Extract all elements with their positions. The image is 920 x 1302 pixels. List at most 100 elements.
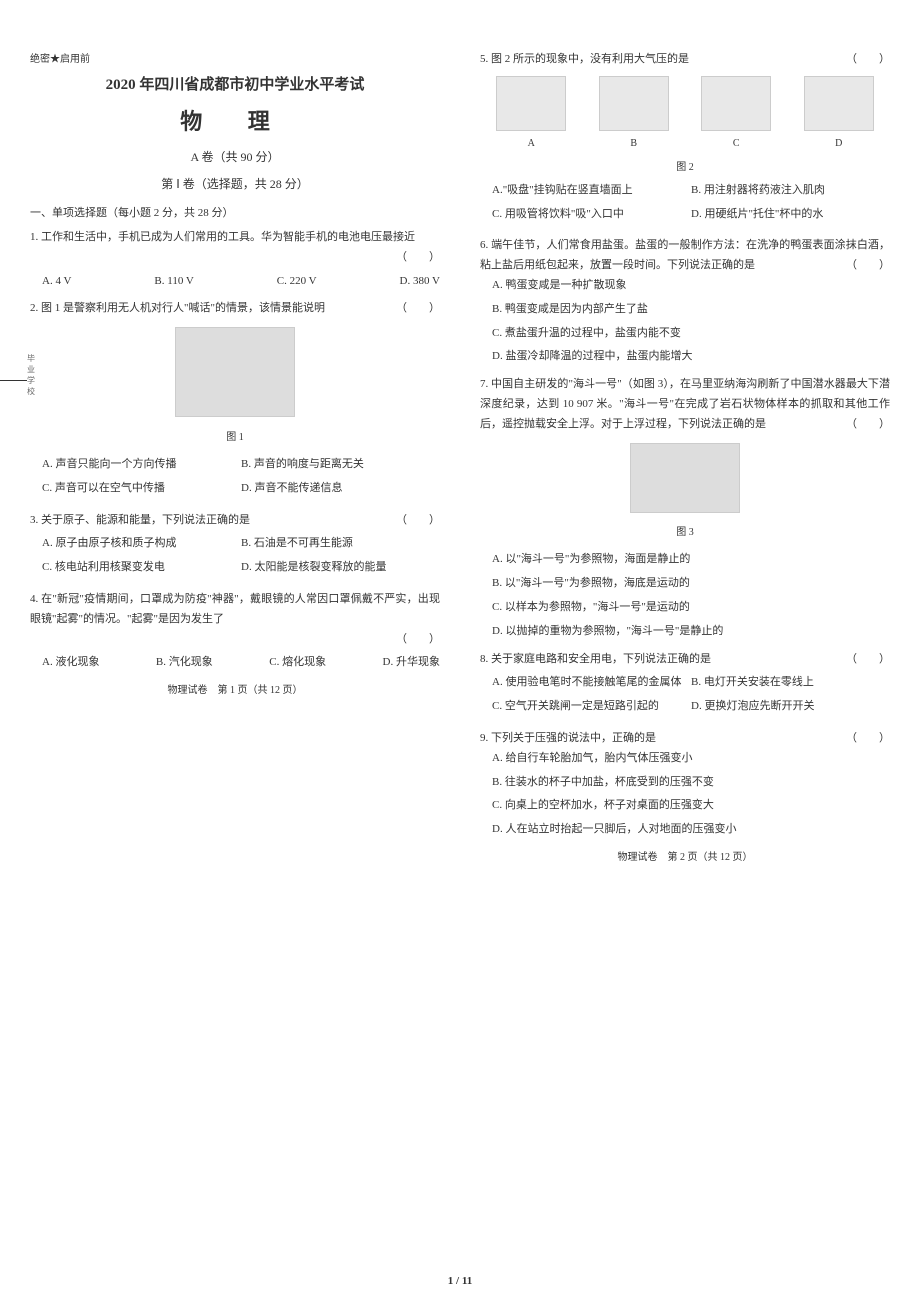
page-wrapper: 毕业学校 姓名 考生号 绝密★启用前 2020 年四川省成都市初中学业水平考试 … (0, 0, 920, 883)
q8-paren: （ ） (846, 650, 890, 670)
q7-paren: （ ） (846, 415, 890, 435)
figure-2-d-label: D (804, 135, 874, 153)
subject-title: 物 理 (30, 104, 440, 136)
figure-2-b-image (599, 76, 669, 131)
q7-opt-a: A. 以"海斗一号"为参照物，海面是静止的 (492, 550, 890, 570)
q1-paren: （ ） (396, 251, 440, 263)
q7-options: A. 以"海斗一号"为参照物，海面是静止的 B. 以"海斗一号"为参照物，海底是… (480, 550, 890, 641)
q3-text: 3. 关于原子、能源和能量，下列说法正确的是 (30, 514, 250, 526)
question-1: 1. 工作和生活中，手机已成为人们常用的工具。华为智能手机的电池电压最接近 （ … (30, 228, 440, 291)
q1-opt-b: B. 110 V (154, 272, 193, 292)
question-2: 2. 图 1 是警察利用无人机对行人"喊话"的情景，该情景能说明 （ ） 图 1… (30, 299, 440, 502)
q2-options: A. 声音只能向一个方向传播 B. 声音的响度与距离无关 C. 声音可以在空气中… (30, 455, 440, 503)
figure-2-c-label: C (701, 135, 771, 153)
two-column-layout: 毕业学校 姓名 考生号 绝密★启用前 2020 年四川省成都市初中学业水平考试 … (30, 50, 890, 863)
q3-paren: （ ） (396, 511, 440, 531)
figure-2-a: A (496, 76, 566, 153)
q5-options: A."吸盘"挂钩贴在竖直墙面上 B. 用注射器将药液注入肌肉 C. 用吸管将饮料… (480, 181, 890, 229)
q5-opt-a: A."吸盘"挂钩贴在竖直墙面上 (492, 181, 691, 201)
question-4: 4. 在"新冠"疫情期间，口罩成为防疫"神器"，戴眼镜的人常因口罩佩戴不严实，出… (30, 590, 440, 673)
figure-3-image (630, 443, 740, 513)
q6-text: 6. 端午佳节，人们常食用盐蛋。盐蛋的一般制作方法：在洗净的鸭蛋表面涂抹白酒，粘… (480, 239, 890, 271)
question-7: 7. 中国自主研发的"海斗一号"（如图 3），在马里亚纳海沟刷新了中国潜水器最大… (480, 375, 890, 641)
figure-2-c: C (701, 76, 771, 153)
q9-opt-a: A. 给自行车轮胎加气，胎内气体压强变小 (492, 749, 890, 769)
question-6: 6. 端午佳节，人们常食用盐蛋。盐蛋的一般制作方法：在洗净的鸭蛋表面涂抹白酒，粘… (480, 236, 890, 367)
q3-opt-a: A. 原子由原子核和质子构成 (42, 534, 241, 554)
q4-opt-b: B. 汽化现象 (156, 653, 213, 673)
q6-paren: （ ） (846, 256, 890, 276)
q2-opt-a: A. 声音只能向一个方向传播 (42, 455, 241, 475)
q7-opt-d: D. 以抛掉的重物为参照物，"海斗一号"是静止的 (492, 622, 890, 642)
q8-options: A. 使用验电笔时不能接触笔尾的金属体 B. 电灯开关安装在零线上 C. 空气开… (480, 673, 890, 721)
q4-options: A. 液化现象 B. 汽化现象 C. 熔化现象 D. 升华现象 (30, 653, 440, 673)
q7-opt-c: C. 以样本为参照物，"海斗一号"是运动的 (492, 598, 890, 618)
figure-2-d-image (804, 76, 874, 131)
q3-opt-b: B. 石油是不可再生能源 (241, 534, 440, 554)
q4-opt-d: D. 升华现象 (383, 653, 440, 673)
left-column: 毕业学校 姓名 考生号 绝密★启用前 2020 年四川省成都市初中学业水平考试 … (30, 50, 440, 863)
figure-1-caption: 图 1 (30, 429, 440, 447)
figure-2-b-label: B (599, 135, 669, 153)
question-3: 3. 关于原子、能源和能量，下列说法正确的是 （ ） A. 原子由原子核和质子构… (30, 511, 440, 582)
q9-paren: （ ） (846, 729, 890, 749)
figure-2-a-image (496, 76, 566, 131)
main-title: 2020 年四川省成都市初中学业水平考试 (30, 73, 440, 94)
q1-opt-d: D. 380 V (400, 272, 440, 292)
q2-opt-d: D. 声音不能传递信息 (241, 479, 440, 499)
q5-opt-c: C. 用吸管将饮料"吸"入口中 (492, 205, 691, 225)
q8-opt-a: A. 使用验电笔时不能接触笔尾的金属体 (492, 673, 691, 693)
page-number: 1 / 11 (0, 1275, 920, 1287)
instruction: 一、单项选择题（每小题 2 分，共 28 分） (30, 204, 440, 220)
confidential-label: 绝密★启用前 (30, 50, 440, 65)
figure-2-b: B (599, 76, 669, 153)
q8-opt-d: D. 更换灯泡应先断开开关 (691, 697, 890, 717)
q7-opt-b: B. 以"海斗一号"为参照物，海底是运动的 (492, 574, 890, 594)
figure-2-row: A B C D (480, 76, 890, 153)
q6-options: A. 鸭蛋变咸是一种扩散现象 B. 鸭蛋变咸是因为内部产生了盐 C. 煮盐蛋升温… (480, 276, 890, 367)
figure-2-a-label: A (496, 135, 566, 153)
q9-opt-b: B. 往装水的杯子中加盐，杯底受到的压强不变 (492, 773, 890, 793)
q7-text: 7. 中国自主研发的"海斗一号"（如图 3），在马里亚纳海沟刷新了中国潜水器最大… (480, 378, 890, 430)
q5-text: 5. 图 2 所示的现象中，没有利用大气压的是 (480, 53, 689, 65)
q6-opt-a: A. 鸭蛋变咸是一种扩散现象 (492, 276, 890, 296)
q1-opt-a: A. 4 V (42, 272, 71, 292)
blank-line (0, 369, 27, 381)
q5-opt-b: B. 用注射器将药液注入肌肉 (691, 181, 890, 201)
q9-opt-c: C. 向桌上的空杯加水，杯子对桌面的压强变大 (492, 796, 890, 816)
q5-paren: （ ） (846, 50, 890, 70)
q4-opt-a: A. 液化现象 (42, 653, 99, 673)
section-label: A 卷（共 90 分） (30, 148, 440, 165)
q4-text: 4. 在"新冠"疫情期间，口罩成为防疫"神器"，戴眼镜的人常因口罩佩戴不严实，出… (30, 593, 440, 625)
figure-3-caption: 图 3 (480, 524, 890, 542)
q6-opt-d: D. 盐蛋冷却降温的过程中，盐蛋内能增大 (492, 347, 890, 367)
q3-opt-c: C. 核电站利用核聚变发电 (42, 558, 241, 578)
q8-opt-c: C. 空气开关跳闸一定是短路引起的 (492, 697, 691, 717)
q5-opt-d: D. 用硬纸片"托住"杯中的水 (691, 205, 890, 225)
q1-opt-c: C. 220 V (277, 272, 317, 292)
q4-opt-c: C. 熔化现象 (269, 653, 326, 673)
q8-text: 8. 关于家庭电路和安全用电，下列说法正确的是 (480, 653, 711, 665)
q9-opt-d: D. 人在站立时抬起一只脚后，人对地面的压强变小 (492, 820, 890, 840)
figure-3: 图 3 (480, 443, 890, 543)
q3-options: A. 原子由原子核和质子构成 B. 石油是不可再生能源 C. 核电站利用核聚变发… (30, 534, 440, 582)
q2-opt-b: B. 声音的响度与距离无关 (241, 455, 440, 475)
q8-opt-b: B. 电灯开关安装在零线上 (691, 673, 890, 693)
q9-text: 9. 下列关于压强的说法中，正确的是 (480, 732, 656, 744)
figure-1-image (175, 327, 295, 417)
q2-text: 2. 图 1 是警察利用无人机对行人"喊话"的情景，该情景能说明 (30, 302, 325, 314)
q6-opt-b: B. 鸭蛋变咸是因为内部产生了盐 (492, 300, 890, 320)
q2-paren: （ ） (396, 299, 440, 319)
figure-2-caption: 图 2 (480, 159, 890, 177)
q9-options: A. 给自行车轮胎加气，胎内气体压强变小 B. 往装水的杯子中加盐，杯底受到的压… (480, 749, 890, 840)
q1-text: 1. 工作和生活中，手机已成为人们常用的工具。华为智能手机的电池电压最接近 (30, 231, 415, 243)
question-5: 5. 图 2 所示的现象中，没有利用大气压的是 （ ） A B C (480, 50, 890, 228)
part-label: 第 Ⅰ 卷（选择题，共 28 分） (30, 175, 440, 192)
q6-opt-c: C. 煮盐蛋升温的过程中，盐蛋内能不变 (492, 324, 890, 344)
figure-1: 图 1 (30, 327, 440, 447)
figure-2-d: D (804, 76, 874, 153)
q3-opt-d: D. 太阳能是核裂变释放的能量 (241, 558, 440, 578)
figure-2-c-image (701, 76, 771, 131)
q4-paren: （ ） (396, 633, 440, 645)
q1-options: A. 4 V B. 110 V C. 220 V D. 380 V (30, 272, 440, 292)
